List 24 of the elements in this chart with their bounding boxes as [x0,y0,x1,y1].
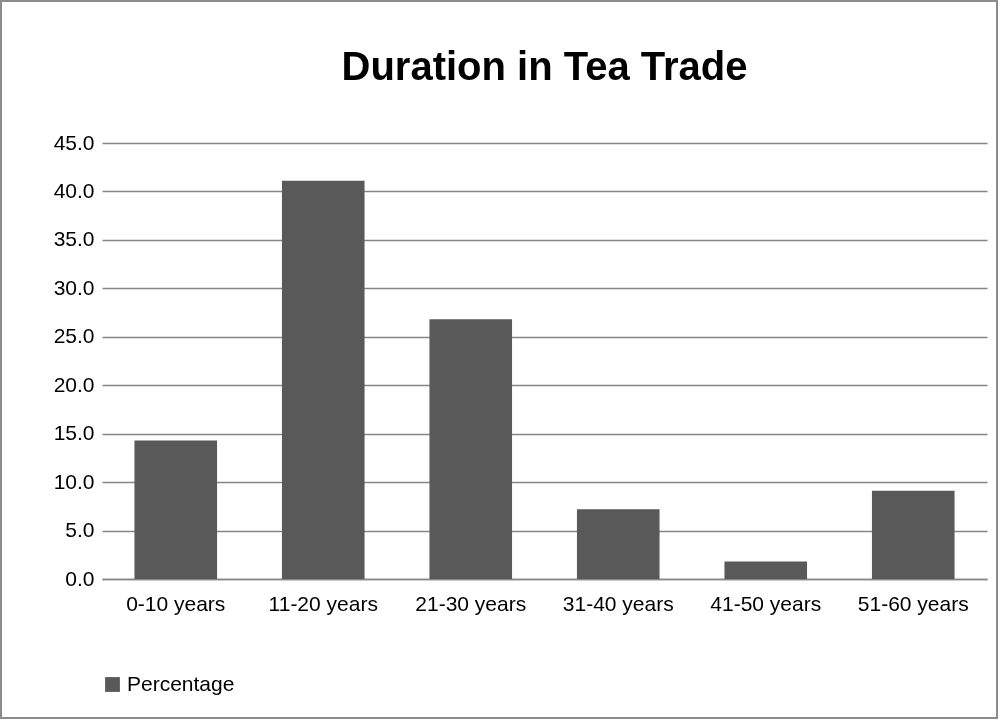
y-tick-label: 5.0 [65,518,95,542]
y-tick-label: 25.0 [53,324,95,348]
y-tick-label: 0.0 [65,566,95,590]
chart-title: Duration in Tea Trade [341,44,748,88]
y-tick-label: 20.0 [53,372,95,396]
bar [871,490,955,579]
x-tick-label: 21-30 years [415,591,527,615]
x-tick-label: 31-40 years [562,591,674,615]
x-tick-label: 11-20 years [268,591,378,615]
bar [281,180,365,579]
bar [134,440,218,579]
y-tick-label: 45.0 [53,130,95,154]
bar [724,561,808,579]
y-tick-label: 30.0 [53,275,95,299]
x-tick-label: 51-60 years [857,591,969,615]
bar [429,319,513,579]
y-tick-label: 15.0 [53,421,95,445]
x-tick-label: 41-50 years [710,591,822,615]
y-tick-label: 35.0 [53,227,95,251]
x-tick-label: 0-10 years [126,591,226,615]
bar [576,509,660,579]
y-tick-label: 10.0 [53,469,95,493]
y-tick-label: 40.0 [53,178,95,202]
legend-label: Percentage [127,671,235,695]
